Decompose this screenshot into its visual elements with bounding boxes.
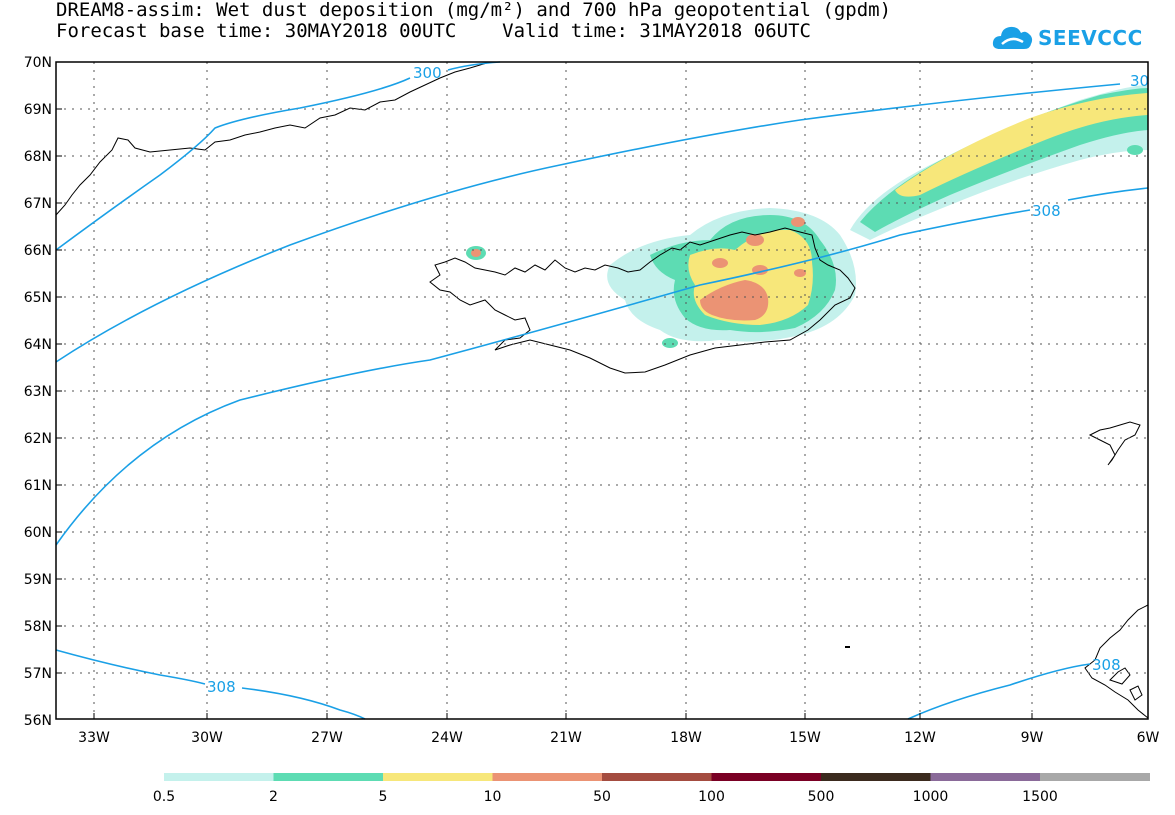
legend-label: 1000 <box>913 789 949 805</box>
contour-label: 308 <box>207 678 236 696</box>
graticule <box>56 62 1148 719</box>
axis-ticks <box>56 61 1149 719</box>
contour-308-south-east <box>907 663 1091 720</box>
contour-label: 30 <box>1130 72 1149 90</box>
lon-label: 18W <box>670 730 702 746</box>
lat-label: 60N <box>24 525 52 541</box>
longitude-labels: 33W 30W 27W 24W 21W 18W 15W 12W 9W 6W <box>78 730 1159 746</box>
legend-swatch <box>930 773 1041 781</box>
dust-spot <box>712 258 728 268</box>
contour-308-south-west <box>55 649 206 685</box>
map-title: DREAM8-assim: Wet dust deposition (mg/m²… <box>56 0 891 42</box>
contour-300-west <box>55 77 411 251</box>
lat-label: 56N <box>24 713 52 729</box>
dust-spot <box>791 217 805 227</box>
lat-label: 66N <box>24 243 52 259</box>
legend-swatch <box>602 773 712 781</box>
dust-iceland-orange <box>700 280 769 321</box>
legend-swatch <box>273 773 384 781</box>
dust-plume-ne-yellow <box>895 93 1148 197</box>
lon-label: 6W <box>1137 730 1160 746</box>
geopotential-contours <box>55 61 1149 720</box>
lat-label: 63N <box>24 384 52 400</box>
contour-north <box>55 83 1121 363</box>
legend-swatch <box>164 773 274 781</box>
lat-label: 59N <box>24 572 52 588</box>
lat-label: 61N <box>24 478 52 494</box>
legend-label: 500 <box>808 789 835 805</box>
lat-label: 65N <box>24 290 52 306</box>
coastline-greenland <box>55 61 491 216</box>
legend-label: 100 <box>698 789 725 805</box>
coastline-hebrides <box>1109 667 1143 701</box>
lon-label: 15W <box>789 730 821 746</box>
lon-label: 12W <box>904 730 936 746</box>
legend-swatch <box>711 773 822 781</box>
logo-text: SEEVCCC <box>1038 26 1143 50</box>
legend-label: 50 <box>593 789 611 805</box>
forecast-base-time: Forecast base time: 30MAY2018 00UTC <box>56 20 457 42</box>
legend-swatch <box>492 773 603 781</box>
legend-label: 5 <box>379 789 388 805</box>
lat-label: 69N <box>24 102 52 118</box>
legend-label: 2 <box>269 789 278 805</box>
lon-label: 21W <box>550 730 582 746</box>
legend-swatch <box>821 773 931 781</box>
lon-label: 24W <box>431 730 463 746</box>
legend-labels: 0.5 2 5 10 50 100 500 1000 1500 <box>153 789 1058 805</box>
legend-swatch <box>383 773 493 781</box>
contour-308-south-west-b <box>241 687 366 720</box>
lat-label: 64N <box>24 337 52 353</box>
contour-308-iceland <box>55 209 1031 546</box>
coastline-faroe <box>1088 421 1141 466</box>
legend-label: 10 <box>484 789 502 805</box>
dust-spot-westfjords-core <box>471 249 481 257</box>
legend-colorbar <box>164 773 1150 781</box>
lat-label: 70N <box>24 55 52 71</box>
contour-label: 308 <box>1032 202 1061 220</box>
dust-spot <box>1127 145 1143 155</box>
valid-time: Valid time: 31MAY2018 06UTC <box>502 20 811 42</box>
legend-label: 0.5 <box>153 789 175 805</box>
lon-label: 33W <box>78 730 110 746</box>
legend-swatch <box>1040 773 1150 781</box>
contour-label: 308 <box>1092 656 1121 674</box>
legend-label: 1500 <box>1022 789 1058 805</box>
dust-spot <box>794 269 806 277</box>
latitude-labels: 70N 69N 68N 67N 66N 65N 64N 63N 62N 61N … <box>24 55 52 729</box>
coastline-iceland <box>429 227 856 374</box>
lon-label: 9W <box>1021 730 1044 746</box>
contour-label: 300 <box>413 64 442 82</box>
lat-label: 67N <box>24 196 52 212</box>
lat-label: 68N <box>24 149 52 165</box>
dust-spot <box>878 202 902 218</box>
cloud-icon <box>992 26 1033 49</box>
lat-label: 62N <box>24 431 52 447</box>
title-line-1: DREAM8-assim: Wet dust deposition (mg/m²… <box>56 0 892 21</box>
dust-deposition-field <box>466 85 1148 348</box>
contour-308-iceland-b <box>1067 187 1149 201</box>
lat-label: 57N <box>24 666 52 682</box>
dust-spot <box>746 234 764 246</box>
lon-label: 27W <box>311 730 343 746</box>
lat-label: 58N <box>24 619 52 635</box>
dust-spot <box>662 338 678 348</box>
lon-label: 30W <box>191 730 223 746</box>
seevccc-logo: SEEVCCC <box>992 20 1143 56</box>
